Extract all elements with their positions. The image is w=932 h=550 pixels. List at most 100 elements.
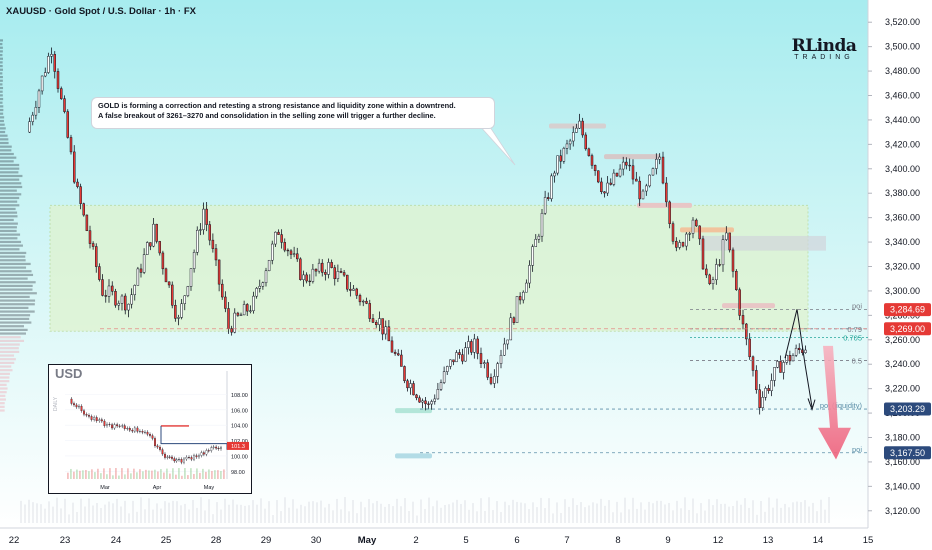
volume-bar [96, 502, 98, 523]
time-tick-label: 12 [713, 535, 724, 546]
candle-body [412, 383, 415, 396]
candle-body [503, 343, 506, 356]
volume-bar [604, 505, 606, 523]
candle-body [91, 243, 95, 247]
candle-body [698, 225, 701, 240]
volume-bar [336, 498, 338, 523]
candle-body [661, 156, 665, 184]
candle-body [493, 376, 496, 384]
volume-bar [796, 501, 798, 523]
price-tick-label: 3,180.00 [885, 433, 920, 443]
candle-body [550, 175, 553, 200]
volume-bar [236, 504, 238, 523]
inset-volume-bar [103, 468, 105, 479]
candle-body [590, 155, 594, 166]
candle-body [56, 71, 60, 89]
inset-candle-body [161, 449, 164, 455]
inset-candle-body [220, 447, 222, 450]
inset-price-label: 104.00 [231, 424, 248, 430]
time-tick-label: 8 [615, 535, 620, 546]
candle-body [597, 170, 600, 183]
level-highlight [722, 303, 775, 309]
candle-body [442, 371, 446, 383]
volume-bar [612, 512, 614, 523]
candle-body [587, 148, 591, 156]
callout-line-2: A false breakout of 3261–3270 and consol… [98, 111, 436, 120]
inset-volume-bar [178, 468, 180, 479]
candle-body [205, 208, 208, 225]
volume-profile-bar [0, 350, 20, 353]
candle-body [76, 181, 79, 187]
inset-candle-body [80, 405, 83, 411]
volume-bar [356, 513, 358, 523]
inset-volume-bar [142, 471, 144, 479]
candle-body [512, 317, 516, 323]
candle-body [671, 223, 675, 242]
candle-body [371, 318, 375, 323]
volume-profile-bar [0, 57, 3, 60]
volume-bar [288, 507, 290, 523]
candle-body [452, 359, 455, 363]
candle-body [267, 259, 271, 272]
price-tick-label: 3,160.00 [885, 457, 920, 467]
volume-bar [772, 507, 774, 523]
volume-bar [564, 499, 566, 523]
candle-body [124, 295, 127, 311]
candle-body [421, 400, 424, 403]
price-tag-label: 3,203.29 [890, 404, 925, 414]
candle-body [515, 296, 519, 323]
volume-profile-bar [0, 314, 31, 317]
volume-profile-bar [0, 387, 8, 390]
candle-body [53, 54, 56, 72]
volume-bar [156, 503, 158, 523]
volume-profile-bar [0, 273, 34, 277]
candle-body [755, 370, 758, 391]
candle-body [791, 355, 795, 362]
candle-body [665, 182, 668, 203]
inset-candle-body [118, 425, 121, 427]
volume-bar [440, 507, 442, 523]
volume-profile-bar [0, 218, 14, 222]
inset-volume-bar [88, 471, 90, 479]
inset-volume-bar [187, 475, 189, 479]
volume-bar [204, 510, 206, 523]
inset-volume-bar [181, 475, 183, 479]
candle-body [152, 223, 155, 247]
volume-bar [284, 497, 286, 523]
candle-body [34, 107, 38, 116]
volume-profile-bar [0, 215, 18, 218]
candle-body [691, 219, 695, 234]
candle-body [731, 249, 735, 272]
candle-body [424, 400, 427, 405]
inset-price-tag [227, 441, 249, 450]
candle-body [339, 271, 343, 273]
inset-volume-bar [139, 469, 141, 479]
volume-bar [816, 511, 818, 523]
inset-volume-bar [184, 468, 186, 479]
candle-body [537, 235, 541, 240]
volume-bar [344, 497, 346, 523]
volume-bar [348, 511, 350, 523]
projection-arrowhead [807, 398, 816, 411]
volume-profile-bar [0, 270, 32, 273]
candle-body [751, 356, 755, 371]
volume-bar [272, 515, 274, 523]
volume-profile-bar [0, 365, 12, 368]
candle-body [242, 304, 246, 316]
level-label: 0.5 [852, 357, 862, 366]
level-highlight [604, 154, 660, 160]
volume-bar [316, 502, 318, 523]
candle-body [186, 286, 190, 297]
volume-profile-bar [0, 343, 20, 346]
candle-body [95, 246, 98, 267]
inset-volume-bar [118, 475, 120, 479]
volume-bar [568, 506, 570, 523]
candle-body [111, 285, 114, 292]
volume-profile-bar [0, 50, 3, 53]
candle-body [37, 90, 41, 108]
inset-candle-body [111, 424, 114, 429]
volume-profile-bar [0, 391, 7, 394]
inset-volume-bar [94, 472, 96, 479]
candle-body [393, 351, 397, 354]
volume-bar [260, 498, 262, 523]
